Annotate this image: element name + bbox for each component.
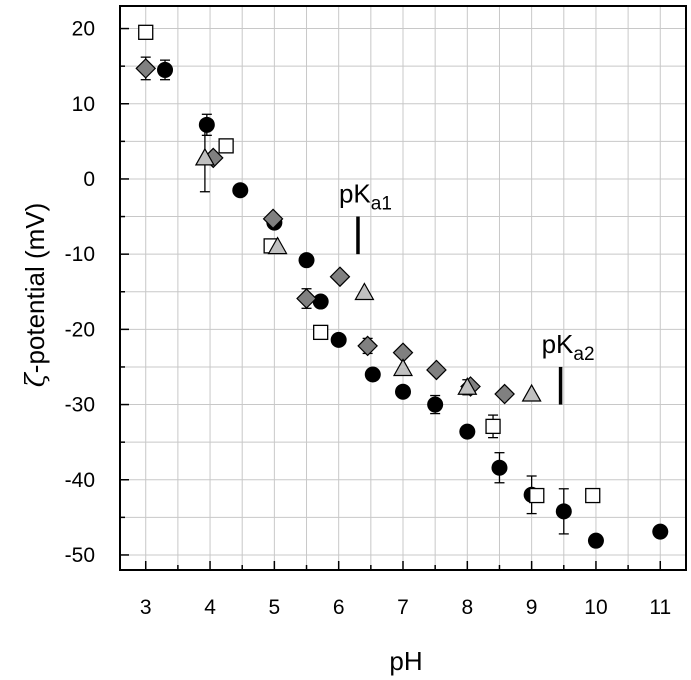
circle-point [491,459,508,476]
x-tick-label: 4 [204,596,216,619]
diamond-point [357,335,378,357]
diamond-point [296,288,317,309]
triangle-point [354,282,375,301]
y-tick-label: -20 [65,318,95,341]
square-point [313,324,329,341]
triangle-point [521,383,542,402]
square-point [529,487,545,504]
triangle-point [457,377,478,395]
triangle-point [392,358,414,377]
triangle-point [194,147,215,166]
diamond-point [329,266,351,288]
pka-label: pKa2 [542,329,595,365]
x-tick-label: 9 [526,596,538,619]
x-tick-label: 10 [584,596,607,619]
x-tick-label: 11 [649,596,671,619]
y-tick-label: 10 [72,93,95,116]
circle-point [312,293,329,310]
circle-point [427,396,444,413]
diamond-point [135,58,157,79]
circle-point [459,423,476,440]
x-tick-label: 5 [269,596,281,619]
grid [120,6,686,570]
circle-point [555,503,572,520]
x-tick-label: 6 [333,596,345,619]
y-tick-label: 20 [72,18,95,41]
x-axis-title: pH [389,646,422,676]
square-point [218,138,234,154]
circle-point [652,523,669,540]
y-tick-label: 0 [83,168,95,191]
circle-point [232,182,249,199]
y-tick-label: -10 [65,243,95,266]
y-tick-label: -30 [65,394,95,417]
zeta-symbol: ζ [21,371,51,387]
y-tick-label: -40 [65,469,95,492]
y-axis-label: -potential (mV) [20,203,50,374]
x-tick-label: 7 [397,596,409,619]
circle-point [587,532,604,549]
data-points [135,24,669,549]
circle-point [395,383,411,400]
pka-annotations: pKa1 pKa2 [339,179,595,405]
circle-point [198,116,215,133]
axis-ticks: 3 4 5 6 7 8 9 10 11 20 10 0 -10 -20 -30 -40 -50 [65,18,672,619]
square-point [138,24,154,40]
square-point [585,487,601,504]
circle-point [157,61,174,78]
square-point [485,418,501,435]
circle-point [298,252,315,269]
diamond-point [426,359,447,381]
x-tick-label: 8 [461,596,473,619]
y-tick-label: -50 [65,544,95,567]
triangle-point [267,236,288,255]
y-axis-title: ζ-potential (mV) [20,203,51,388]
x-tick-label: 3 [140,596,152,619]
circle-point [330,331,347,348]
diamond-point [262,208,284,230]
pka-label: pKa1 [339,179,392,215]
circle-point [364,366,381,383]
diamond-point [494,383,515,405]
